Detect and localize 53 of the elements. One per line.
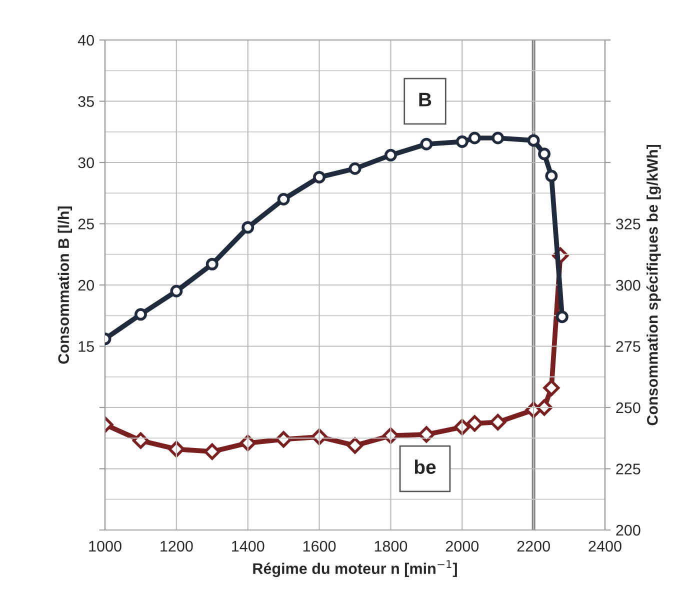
y2-tick-label: 275 (616, 341, 640, 352)
point (420, 138, 433, 150)
x-tick-label: 2000 (446, 540, 479, 552)
point (454, 418, 470, 436)
point (275, 431, 292, 448)
y2-tick-label: 300 (616, 280, 640, 291)
y-tick-label: 35 (78, 96, 94, 107)
point (536, 399, 553, 416)
point (204, 443, 220, 460)
point (384, 148, 397, 162)
point (206, 258, 218, 270)
y-tick-label: 40 (78, 34, 94, 46)
y2-tick-label: 250 (616, 402, 640, 414)
x-tick-label: 1400 (232, 540, 264, 552)
x-tick-label: 1800 (374, 540, 408, 552)
y-tick-label: 30 (78, 157, 94, 168)
y2-tick-label: 225 (616, 464, 640, 474)
point (468, 132, 481, 144)
x-tick-label: 1000 (89, 540, 122, 552)
y2-axis-title: Consommation spécifiques be [g/kWh] (646, 144, 661, 426)
x-tick-label: 1600 (303, 540, 336, 552)
point (168, 440, 185, 458)
x-tick-label: 1200 (160, 540, 193, 552)
y2-tick-label: 325 (616, 218, 640, 230)
point (170, 284, 183, 298)
y2-tick-label: 200 (616, 524, 640, 536)
point (346, 437, 364, 454)
x-tick-label: 2400 (588, 540, 622, 552)
series-label: B (419, 92, 432, 106)
point (538, 148, 551, 160)
x-tick-label: 2200 (517, 540, 550, 552)
point (556, 310, 568, 324)
point (490, 414, 506, 430)
point (277, 193, 290, 206)
point (492, 132, 504, 144)
y-tick-label: 15 (78, 341, 94, 352)
point (240, 434, 256, 452)
point (348, 162, 362, 175)
point (132, 432, 149, 449)
point (313, 170, 326, 184)
point (242, 221, 254, 234)
x-axis-title: Régime du moteur n [min$^{−1}$] (253, 560, 457, 578)
point (545, 170, 558, 182)
y-tick-label: 20 (78, 280, 94, 291)
series-label: be (414, 460, 436, 474)
point (418, 426, 435, 443)
y-tick-label: 25 (78, 218, 94, 230)
point (456, 135, 468, 148)
point (543, 380, 560, 396)
y-axis-title: Consommation B [l/h] (58, 206, 72, 364)
point (466, 415, 483, 432)
point (527, 134, 540, 147)
point (134, 308, 147, 321)
